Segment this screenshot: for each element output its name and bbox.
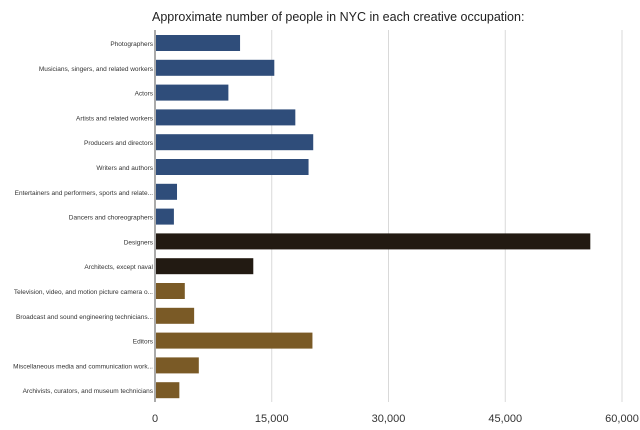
category-labels: Photographers Musicians, singers, and rel… — [13, 41, 154, 395]
category-label: Actors — [135, 91, 154, 98]
bar — [156, 134, 314, 151]
gridlines — [154, 30, 623, 402]
category-label: Broadcast and sound engineering technici… — [16, 314, 153, 321]
bar — [156, 35, 241, 51]
category-label: Dancers and choreographers — [69, 215, 154, 222]
bars — [156, 35, 591, 399]
bar — [156, 332, 313, 349]
x-tick-label: 15,000 — [255, 413, 289, 425]
tick-labels: 0 15,000 30,000 45,000 60,000 — [152, 413, 639, 425]
bar — [156, 357, 199, 374]
bar — [156, 307, 195, 324]
category-label: Archivists, curators, and museum technic… — [23, 388, 154, 395]
category-label: Miscellaneous media and communication wo… — [13, 363, 153, 370]
bar — [156, 258, 254, 275]
bar — [156, 159, 309, 175]
category-label: Writers and authors — [96, 165, 153, 172]
category-label: Artists and related workers — [76, 115, 154, 122]
bar — [156, 59, 275, 76]
x-tick-label: 30,000 — [372, 413, 406, 425]
category-label: Photographers — [110, 41, 153, 48]
x-tick-label: 0 — [152, 413, 158, 425]
chart-title: Approximate number of people in NYC in e… — [152, 10, 525, 24]
category-label: Television, video, and motion picture ca… — [14, 289, 153, 296]
bar — [156, 109, 296, 126]
x-tick-label: 60,000 — [605, 413, 639, 425]
bar — [156, 183, 178, 200]
category-label: Producers and directors — [84, 140, 154, 147]
bar — [156, 208, 174, 225]
x-tick-label: 45,000 — [488, 413, 522, 425]
bar — [156, 233, 591, 250]
bar — [156, 382, 180, 399]
bar — [156, 84, 229, 101]
category-label: Designers — [124, 239, 154, 246]
category-label: Architects, except naval — [84, 264, 153, 271]
category-label: Entertainers and performers, sports and … — [15, 190, 154, 197]
category-label: Editors — [133, 339, 154, 346]
category-label: Musicians, singers, and related workers — [39, 66, 154, 73]
bar — [156, 283, 185, 299]
